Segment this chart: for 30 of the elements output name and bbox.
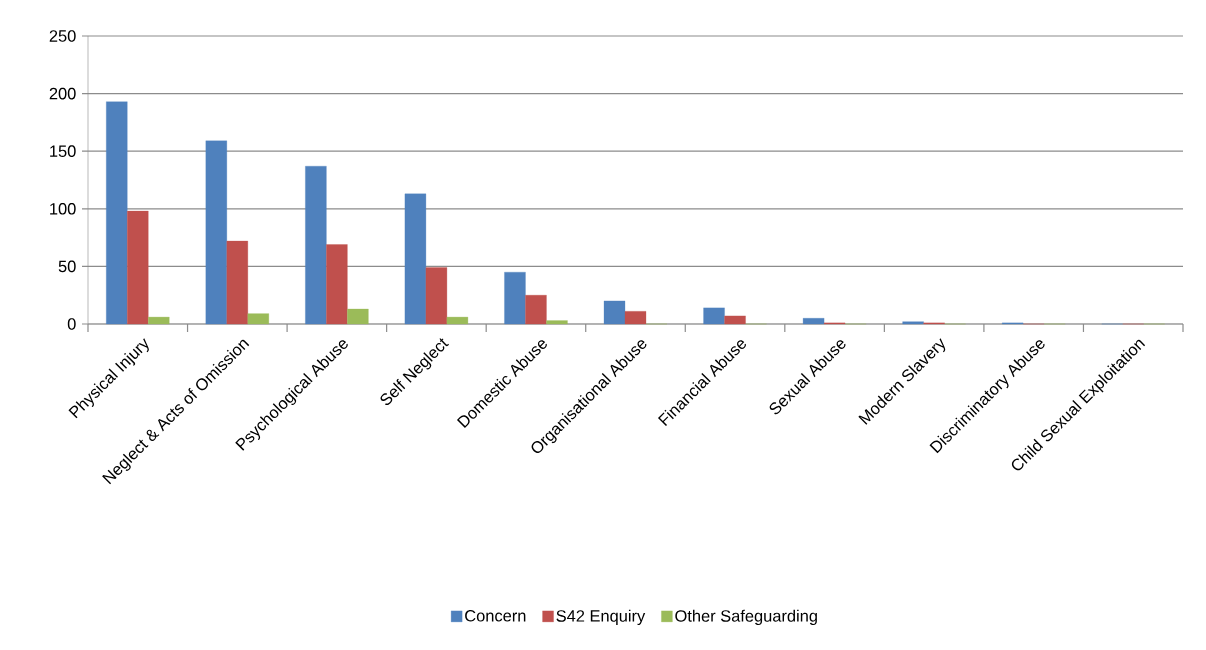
- y-tick-label: 150: [50, 145, 76, 158]
- y-tick-label: 100: [50, 202, 76, 215]
- bar: [226, 240, 248, 325]
- bar: [106, 101, 128, 325]
- bar: [127, 210, 149, 325]
- bar: [724, 315, 746, 325]
- bar: [525, 295, 547, 325]
- legend-label: Other Safeguarding: [675, 609, 817, 626]
- y-tick-label: 250: [49, 30, 76, 42]
- bar: [703, 307, 725, 325]
- bar: [148, 316, 170, 325]
- bar: [347, 308, 369, 325]
- bar: [404, 193, 427, 325]
- bar: [326, 244, 348, 325]
- bar: [247, 313, 269, 325]
- bar: [446, 316, 469, 325]
- bar: [624, 311, 647, 325]
- legend-label: Concern: [465, 609, 526, 622]
- y-tick-label: 0: [67, 318, 76, 330]
- bar: [902, 321, 924, 325]
- bar: [205, 140, 227, 325]
- bar: [504, 272, 526, 325]
- bar: [546, 320, 568, 325]
- bar: [603, 300, 626, 325]
- y-tick-label: 50: [58, 260, 76, 273]
- bar: [802, 318, 825, 325]
- legend-label: S42 Enquiry: [556, 609, 646, 626]
- y-tick-label: 200: [49, 87, 76, 100]
- bar: [425, 267, 448, 325]
- bar: [305, 166, 327, 325]
